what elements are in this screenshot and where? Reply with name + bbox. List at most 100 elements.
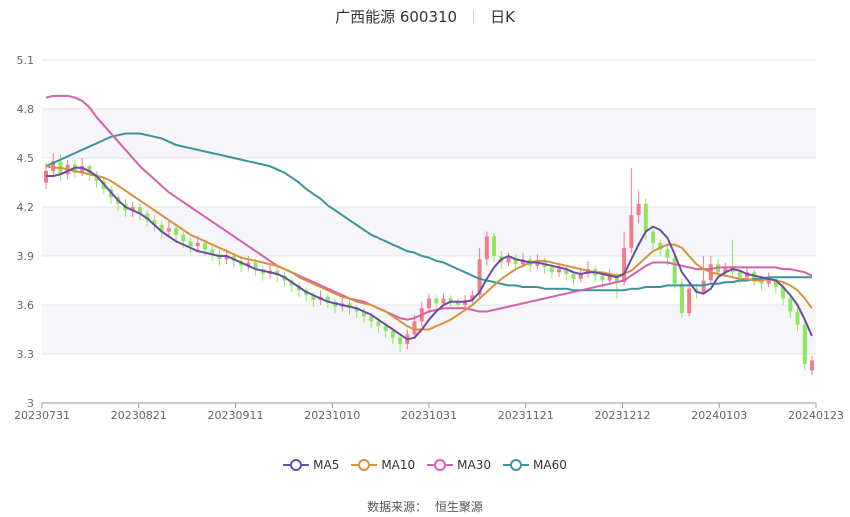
legend-label: MA30 (457, 458, 492, 472)
legend-label: MA10 (381, 458, 416, 472)
candle-body (354, 308, 359, 312)
y-tick-label: 4.8 (17, 103, 35, 116)
candle-body (412, 321, 417, 335)
x-tick-label: 20231212 (595, 409, 651, 422)
candle-body (781, 287, 786, 299)
candle-body (665, 249, 670, 258)
x-tick-label: 20231031 (401, 409, 457, 422)
legend-label: MA5 (313, 458, 340, 472)
candle-body (470, 295, 475, 301)
candle-body (188, 241, 193, 247)
y-tick-label: 4.5 (17, 152, 35, 165)
candle-body (679, 283, 684, 314)
candle-body (202, 242, 207, 250)
period-tab[interactable]: 日K (490, 8, 515, 26)
candle-body (448, 298, 453, 302)
candle-body (145, 213, 150, 221)
candle-body (253, 262, 258, 270)
candle-body (600, 275, 605, 281)
x-tick-label: 20230821 (111, 409, 167, 422)
y-tick-label: 3.9 (17, 250, 35, 263)
candle-body (390, 331, 395, 338)
candle-body (376, 321, 381, 327)
candle-body (210, 249, 215, 255)
candle-body (181, 234, 186, 242)
legend-item-ma5[interactable]: MA5 (283, 458, 339, 472)
grid-band (42, 207, 816, 256)
ma10-line (45, 165, 813, 331)
candle-body (636, 203, 641, 216)
legend-marker-icon (283, 459, 310, 471)
legend-marker-icon (427, 459, 454, 471)
candle-body (723, 267, 728, 273)
candle-body (643, 203, 648, 232)
x-tick-label: 20230731 (14, 409, 70, 422)
candle-body (325, 296, 330, 302)
x-tick-label: 20230911 (208, 409, 264, 422)
source-label: 数据来源： (367, 500, 428, 514)
candle-body (224, 256, 229, 260)
candle-body (94, 174, 99, 181)
candle-body (159, 224, 164, 232)
candle-body (361, 311, 366, 317)
candle-body (166, 228, 171, 232)
candle-body (629, 215, 634, 248)
candle-body (383, 326, 388, 332)
legend-item-ma60[interactable]: MA60 (503, 458, 567, 472)
candle-body (737, 272, 742, 278)
candle-body (477, 259, 482, 296)
candle-body (571, 273, 576, 279)
candle-body (506, 257, 511, 263)
y-tick-label: 3.3 (17, 348, 35, 361)
legend-marker-icon (503, 459, 530, 471)
x-tick-label: 20240123 (788, 409, 844, 422)
candle-body (130, 207, 135, 211)
y-tick-label: 3.6 (17, 299, 35, 312)
candle-body (672, 257, 677, 284)
ma30-line (45, 94, 813, 321)
legend-item-ma30[interactable]: MA30 (427, 458, 491, 472)
candle-body (622, 247, 627, 283)
candle-body (455, 301, 460, 305)
candle-body (788, 298, 793, 312)
y-tick-label: 5.1 (17, 54, 35, 67)
candle-body (651, 231, 656, 243)
candle-body (795, 311, 800, 325)
candle-body (246, 262, 251, 266)
candle-body (492, 236, 497, 256)
ma60-line (45, 132, 812, 292)
candle-body (137, 207, 142, 214)
candle-body (513, 257, 518, 265)
candle-body (51, 161, 56, 172)
candle-body (398, 337, 403, 345)
candle-body (311, 295, 316, 301)
candle-body (802, 324, 807, 364)
x-tick-label: 20240103 (691, 409, 747, 422)
candle-body (549, 267, 554, 273)
chart-title: 广西能源 600310 日K (0, 6, 850, 27)
grid-band (42, 109, 816, 158)
y-tick-label: 3 (27, 397, 34, 410)
candle-body (810, 360, 814, 371)
candle-body (484, 236, 489, 260)
candle-body (434, 298, 439, 304)
source-value: 恒生聚源 (434, 500, 483, 514)
candle-body (427, 298, 431, 309)
candle-body (607, 275, 612, 281)
x-tick-label: 20231010 (304, 409, 360, 422)
candle-body (441, 298, 446, 304)
legend-item-ma10[interactable]: MA10 (351, 458, 415, 472)
y-tick-label: 4.2 (17, 201, 35, 214)
data-source: 数据来源： 恒生聚源 (0, 498, 850, 515)
candle-body (369, 316, 374, 322)
chart-legend: MA5 MA10 MA30 MA60 (0, 458, 850, 474)
candle-body (195, 242, 200, 247)
candle-body (766, 278, 771, 284)
title-separator (473, 10, 475, 23)
candle-body (174, 228, 179, 235)
candle-body (564, 269, 569, 274)
candle-body (557, 269, 562, 273)
candle-body (578, 273, 583, 279)
legend-label: MA60 (533, 458, 567, 472)
